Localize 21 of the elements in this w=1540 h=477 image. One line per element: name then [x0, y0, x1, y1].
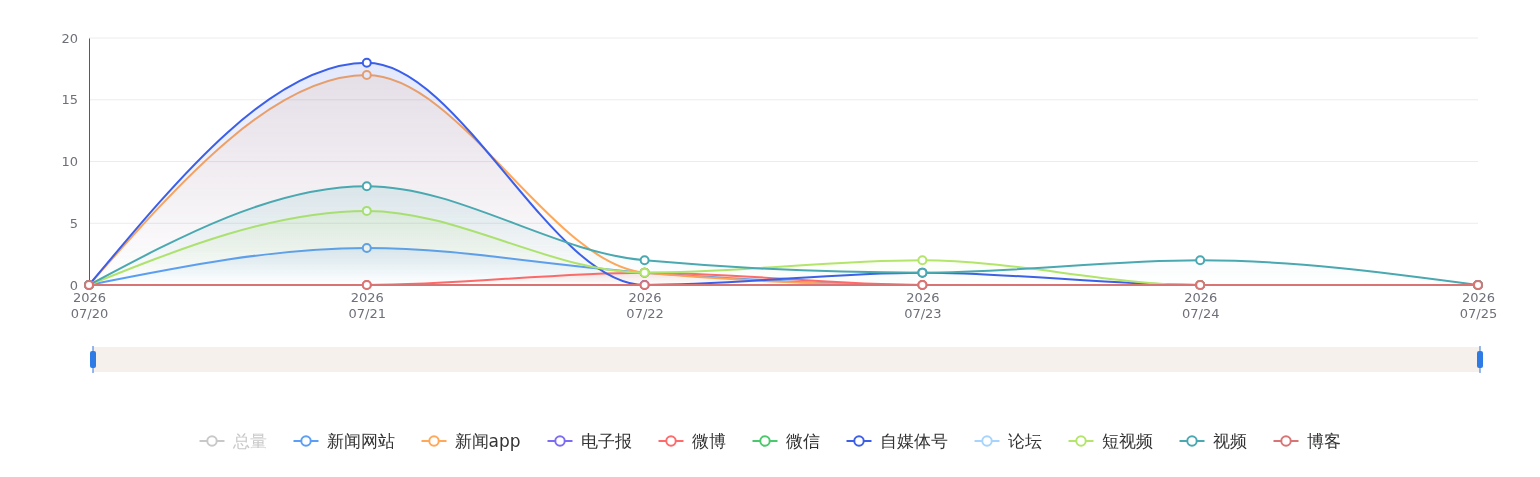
x-tick-label: 2026 07/25 [1459, 290, 1498, 321]
y-tick-label: 15 [61, 92, 78, 108]
legend-label: 自媒体号 [879, 430, 948, 451]
legend-label: 电子报 [580, 430, 632, 451]
legend-label: 微信 [785, 430, 820, 451]
x-tick-label: 2026 07/20 [70, 290, 109, 321]
legend-label: 视频 [1212, 430, 1247, 451]
legend-label: 短视频 [1101, 430, 1153, 451]
legend-label: 新闻网站 [326, 430, 395, 451]
x-tick-label: 2026 07/21 [348, 290, 387, 321]
legend-label: 论坛 [1007, 430, 1042, 451]
legend-label: 微博 [691, 430, 726, 451]
y-tick-label: 5 [69, 215, 78, 231]
legend-label: 博客 [1306, 430, 1341, 451]
x-tick-label: 2026 07/23 [904, 290, 942, 321]
y-tick-label: 10 [61, 154, 78, 170]
legend-label: 新闻app [454, 430, 521, 451]
x-tick-label: 2026 07/24 [1181, 290, 1220, 321]
y-tick-label: 20 [61, 30, 78, 46]
y-tick-label: 0 [69, 277, 78, 293]
x-tick-label: 2026 07/22 [626, 290, 664, 321]
